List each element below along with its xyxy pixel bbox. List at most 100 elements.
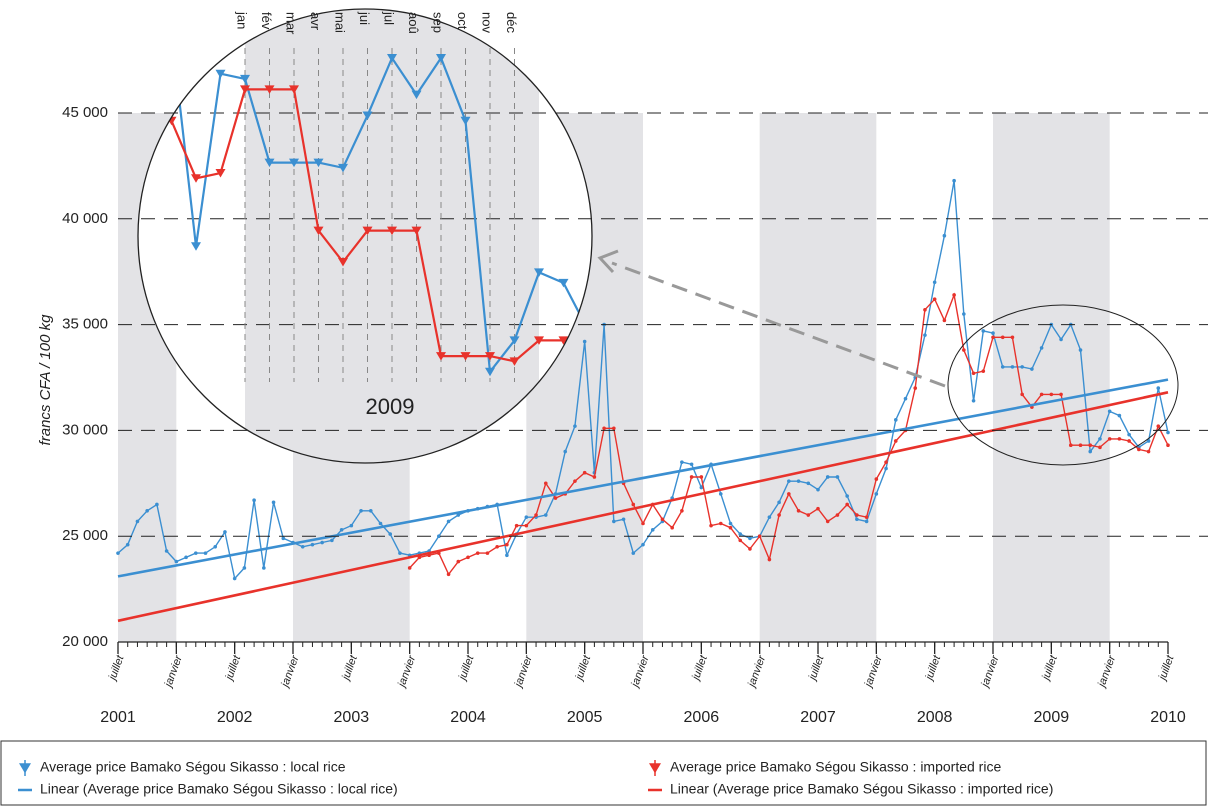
band [993,113,1110,642]
point [718,492,723,496]
inset-month-label: nov [480,12,495,33]
inset-point [191,242,201,251]
point [466,555,470,560]
point [543,513,548,517]
point [330,538,334,543]
inset-point [558,336,569,345]
point [1098,437,1102,441]
inset-point [215,169,226,178]
point [660,517,665,522]
point [1127,439,1131,443]
point [855,517,859,522]
point [1078,443,1083,448]
x-tick-label: janvier [862,653,886,691]
point [1107,409,1112,414]
point [864,515,869,519]
inset-grid: jan fév mar avr mai jui jul aoû sep oct nov déc [235,11,519,382]
inset-point [485,352,495,361]
point [699,485,704,490]
grid [118,112,1208,537]
inset-month-label: déc [504,12,519,33]
point [573,479,577,483]
x-tick-label: juillet [573,653,594,683]
year-label: 2005 [567,709,603,726]
point [1166,443,1170,448]
legend-label: Average price Bamako Ségou Sikasso : loc… [40,759,346,775]
point [777,500,781,505]
point [689,475,694,479]
point [1010,335,1015,340]
point [923,333,927,337]
point [670,525,674,530]
point [864,519,869,524]
y-tick-label: 30 000 [62,421,108,438]
point [398,551,402,555]
point [962,312,966,316]
point [796,509,801,513]
inset-month-label: avr [308,12,323,31]
inset-month-label: jui [357,11,372,25]
inset-point [313,158,324,168]
inset-series-line [138,9,592,375]
inset-point [460,352,471,361]
year-label: 2007 [800,709,836,726]
point [223,530,227,534]
point [563,449,568,454]
point [543,481,548,486]
inset-point [509,357,520,366]
x-tick-label: juillet [1039,653,1060,683]
point [524,515,529,519]
point [612,519,616,524]
x-tick-label: janvier [162,653,186,691]
point [602,426,606,431]
point [631,551,636,555]
point [631,502,636,507]
point [903,396,908,401]
point [962,348,966,352]
point [310,542,315,547]
point [1107,437,1112,441]
point [262,566,266,570]
x-tick-label: juillet [806,653,827,683]
point [456,513,461,517]
x-tick-label: janvier [979,653,1003,691]
point [738,538,743,543]
point [1049,392,1054,397]
point [1059,392,1063,397]
point [787,479,791,483]
point [680,509,684,513]
point [825,475,830,479]
point [641,542,645,547]
point [1000,365,1005,369]
point [767,515,772,519]
inset-point [240,74,250,84]
point [505,542,509,547]
x-tick-label: juillet [1156,653,1177,683]
year-label: 2008 [917,709,953,726]
point [942,233,947,238]
point [213,544,218,549]
point [1117,437,1122,441]
zoom-arrowhead [597,249,619,274]
band [759,113,877,642]
point [368,509,373,513]
year-label: 2001 [100,709,136,726]
point [184,555,188,560]
point [680,460,684,464]
point [1039,346,1044,350]
point [446,572,451,577]
inset-point [362,226,373,236]
inset-point [362,111,373,121]
point [155,502,159,507]
axes: 20 000 25 000 30 000 35 000 40 000 45 000 juil… [62,104,1186,726]
point [446,519,451,524]
point [203,551,208,555]
x-tick-label: janvier [512,653,536,691]
point [835,513,840,517]
point [767,557,772,562]
inset-point [485,367,495,377]
point [232,576,237,581]
point [135,519,140,524]
point [349,523,354,528]
